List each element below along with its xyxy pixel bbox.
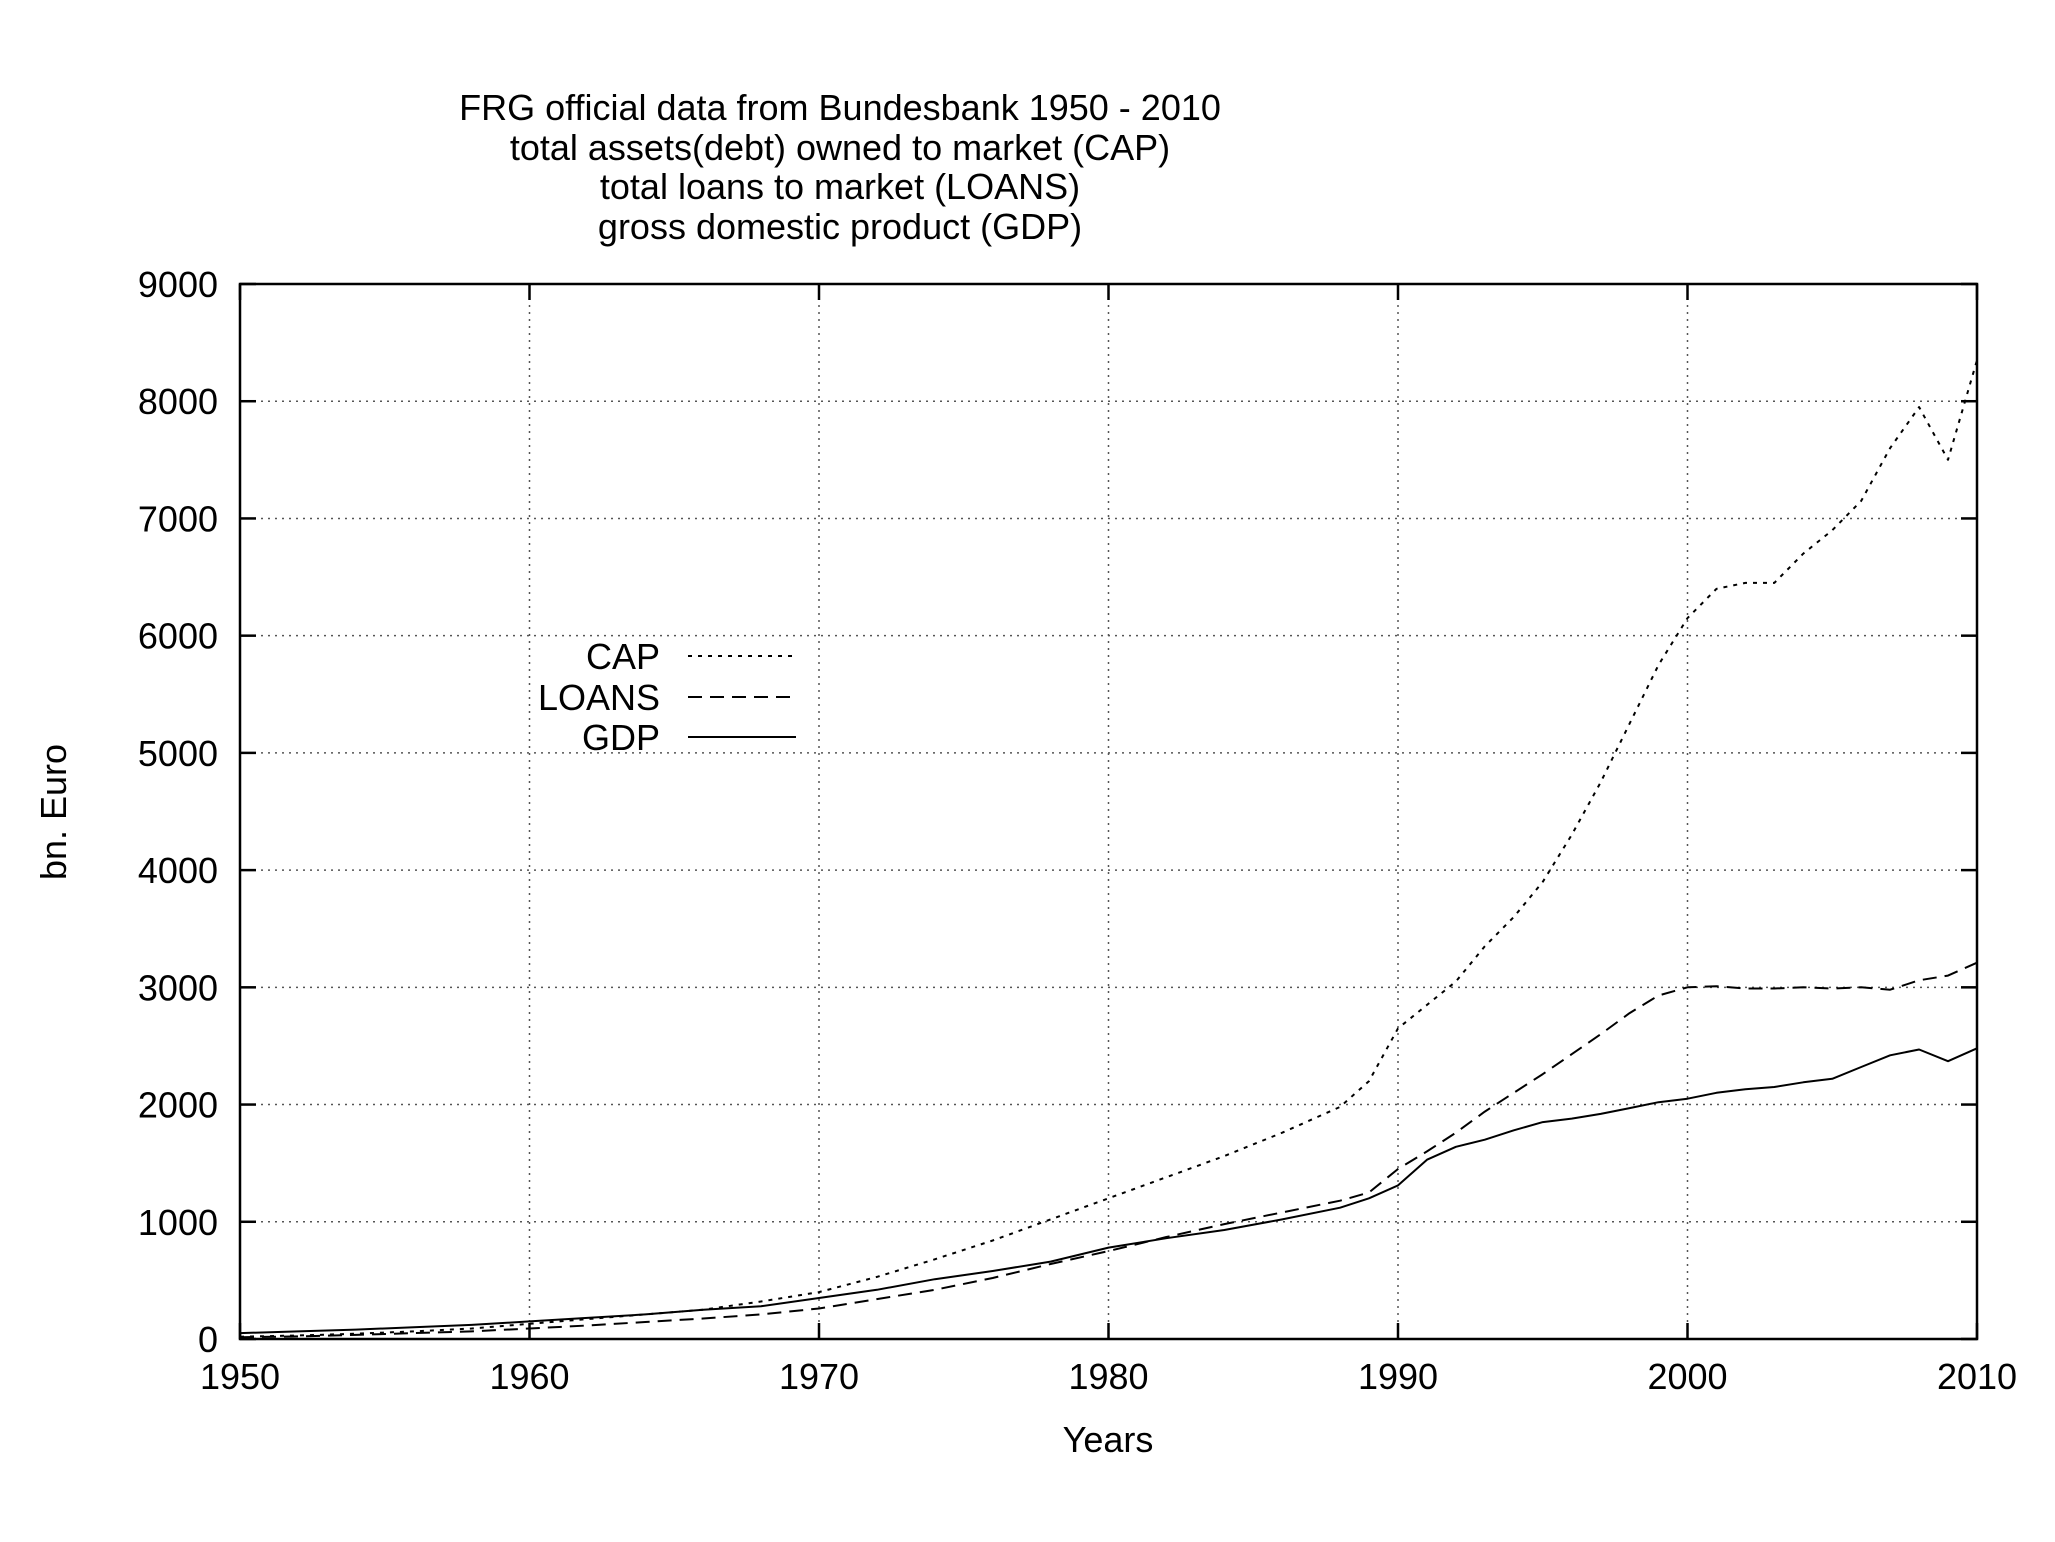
chart-title-line-3: total loans to market (LOANS) (600, 166, 1080, 207)
legend-label-gdp: GDP (582, 717, 660, 758)
series-line-cap (239, 359, 1978, 1338)
y-tick-label: 6000 (138, 616, 218, 657)
legend-label-cap: CAP (586, 636, 660, 677)
series-lines (239, 359, 1978, 1339)
x-tick-label: 2000 (1647, 1356, 1727, 1397)
y-tick-label: 0 (198, 1319, 218, 1360)
x-tick-label: 1990 (1358, 1356, 1438, 1397)
x-tick-label: 1980 (1068, 1356, 1148, 1397)
x-tick-label: 1970 (779, 1356, 859, 1397)
gridlines (240, 284, 1977, 1339)
y-axis-tick-labels: 0 1000 2000 3000 4000 5000 6000 7000 8000 9000 (138, 264, 218, 1360)
x-tick-label: 2010 (1937, 1356, 2017, 1397)
y-tick-label: 8000 (138, 381, 218, 422)
x-axis-label: Years (1063, 1419, 1154, 1460)
x-tick-label: 1950 (200, 1356, 280, 1397)
chart-title-line-4: gross domestic product (GDP) (598, 206, 1082, 247)
series-line-gdp (239, 1047, 1978, 1335)
x-tick-label: 1960 (489, 1356, 569, 1397)
y-tick-label: 5000 (138, 733, 218, 774)
series-line-loans (239, 961, 1978, 1339)
plot-frame (238, 282, 1979, 1341)
y-tick-label: 2000 (138, 1085, 218, 1126)
legend-label-loans: LOANS (538, 677, 660, 718)
y-tick-label: 4000 (138, 850, 218, 891)
y-axis-label: bn. Euro (33, 744, 74, 880)
chart-title: FRG official data from Bundesbank 1950 -… (459, 87, 1221, 247)
chart-title-line-1: FRG official data from Bundesbank 1950 -… (459, 87, 1221, 128)
y-tick-label: 9000 (138, 264, 218, 305)
x-axis-tick-labels: 1950 1960 1970 1980 1990 2000 2010 (200, 1356, 2017, 1397)
y-tick-label: 1000 (138, 1202, 218, 1243)
chart-title-line-2: total assets(debt) owned to market (CAP) (510, 127, 1170, 168)
y-tick-label: 7000 (138, 498, 218, 539)
y-tick-label: 3000 (138, 967, 218, 1008)
